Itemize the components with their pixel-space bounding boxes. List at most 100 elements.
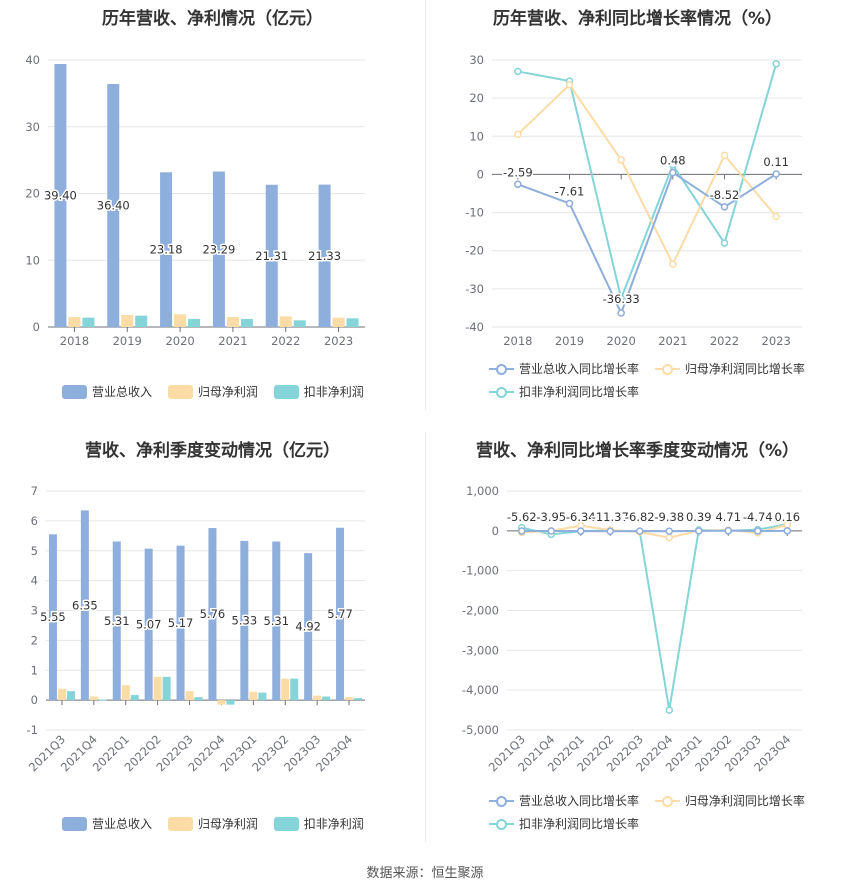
y-tick-label: -2,000 <box>462 604 499 618</box>
data-point <box>772 170 780 178</box>
legend-swatch <box>273 816 299 831</box>
y-tick-label: 10 <box>469 129 484 143</box>
y-tick-label: 3 <box>31 604 38 618</box>
bar <box>130 695 139 701</box>
data-point <box>720 203 729 211</box>
data-point <box>617 156 625 164</box>
data-point <box>665 533 673 542</box>
data-label: 21.33 <box>308 249 341 263</box>
legend-swatch <box>167 384 193 399</box>
data-label: 0.48 <box>660 154 686 168</box>
legend-swatch <box>489 817 514 831</box>
data-point <box>547 527 555 535</box>
x-tick-label: 2019 <box>555 334 584 348</box>
data-point <box>617 309 625 317</box>
y-tick-label: 20 <box>25 187 40 201</box>
legend-item[interactable]: 营业总收入 <box>62 815 152 832</box>
legend-item[interactable]: 扣非净利润同比增长率 <box>489 383 639 400</box>
chart-annual-growth: -40 -30 -20 -10 0 10 20 30 2018 2019 2020 2021 2022 2… <box>465 53 802 348</box>
legend-item[interactable]: 归母净利润 <box>167 383 258 400</box>
legend-swatch <box>654 794 680 808</box>
bar <box>279 316 292 327</box>
data-point <box>669 260 677 268</box>
data-label: 0.39 <box>686 510 712 524</box>
legend-swatch <box>273 384 299 399</box>
y-tick-label: -3,000 <box>462 643 499 657</box>
bar <box>57 688 66 701</box>
data-source-note: 数据来源：恒生聚源 <box>366 866 484 881</box>
x-tick-label: 2023 <box>762 334 791 348</box>
y-tick-label: -20 <box>465 244 484 258</box>
legend-row-2: 扣非净利润同比增长率 <box>489 383 651 402</box>
legend-item[interactable]: 营业总收入同比增长率 <box>489 792 639 809</box>
bar <box>68 316 81 327</box>
bar <box>121 314 134 327</box>
data-label: -4.74 <box>743 510 773 524</box>
bar <box>249 691 258 701</box>
legend: 营业总收入同比增长率 归母净利润同比增长率 <box>489 792 817 811</box>
chart-title: 营收、净利季度变动情况（亿元） <box>85 441 340 461</box>
y-tick-label: 10 <box>25 253 40 267</box>
bar <box>208 528 217 701</box>
x-tick-label: 2021 <box>658 334 687 348</box>
data-point <box>720 239 729 247</box>
bar <box>54 64 67 327</box>
data-point <box>636 527 644 535</box>
data-label: 5.31 <box>263 614 289 628</box>
legend-item[interactable]: 扣非净利润 <box>273 383 364 400</box>
data-label: 6.35 <box>72 598 98 612</box>
data-label: 5.55 <box>40 610 66 624</box>
legend-item[interactable]: 营业总收入同比增长率 <box>489 360 639 377</box>
bar <box>240 318 253 327</box>
y-tick-label: -4,000 <box>462 683 499 697</box>
data-point <box>665 527 673 535</box>
legend-swatch <box>489 794 514 808</box>
data-label: -2.59 <box>503 165 533 179</box>
legend-item[interactable]: 扣非净利润同比增长率 <box>489 815 639 832</box>
bar <box>265 184 278 327</box>
legend-label: 归母净利润 <box>197 385 258 399</box>
legend-item[interactable]: 扣非净利润 <box>273 815 364 832</box>
x-tick-label: 2020 <box>165 334 194 348</box>
legend-label: 营业总收入同比增长率 <box>519 794 640 808</box>
data-point <box>565 199 574 208</box>
data-point <box>695 527 703 535</box>
bar <box>162 676 171 701</box>
series-line <box>517 83 777 267</box>
data-label: 5.76 <box>200 607 226 621</box>
data-label: -11.37 <box>592 510 629 524</box>
bar <box>135 315 148 327</box>
vertical-divider <box>425 0 426 410</box>
data-point <box>665 706 673 714</box>
y-tick-label: 7 <box>31 484 38 498</box>
legend-item[interactable]: 归母净利润 <box>167 815 258 832</box>
bar <box>144 548 153 701</box>
y-tick-label: 0 <box>492 524 499 538</box>
legend-item[interactable]: 归母净利润同比增长率 <box>654 792 805 809</box>
y-tick-label: 0 <box>33 320 40 334</box>
legend-item[interactable]: 归母净利润同比增长率 <box>654 360 805 377</box>
data-label: 0.16 <box>774 510 800 524</box>
y-tick-label: 2 <box>31 633 38 647</box>
bar <box>176 545 185 701</box>
chart-title: 历年营收、净利同比增长率情况（%） <box>492 9 783 29</box>
legend: 营业总收入同比增长率 归母净利润同比增长率 <box>489 360 817 379</box>
legend-label: 营业总收入 <box>92 817 153 831</box>
data-label: 5.77 <box>327 607 353 621</box>
data-label: 5.33 <box>232 614 258 628</box>
legend-swatch <box>489 362 514 376</box>
y-tick-label: 0 <box>477 167 484 181</box>
y-tick-label: -30 <box>465 282 484 296</box>
legend-swatch <box>167 816 193 831</box>
legend-item[interactable]: 营业总收入 <box>62 383 152 400</box>
data-label: 21.31 <box>255 249 288 263</box>
y-tick-label: 30 <box>25 120 40 134</box>
bar <box>194 697 203 701</box>
data-label: 4.92 <box>295 620 321 634</box>
data-point <box>606 527 614 536</box>
x-tick-label: 2019 <box>113 334 142 348</box>
y-tick-label: -1,000 <box>462 564 499 578</box>
legend-swatch <box>489 385 514 399</box>
y-tick-label: 20 <box>469 91 484 105</box>
legend-swatch <box>654 362 680 376</box>
